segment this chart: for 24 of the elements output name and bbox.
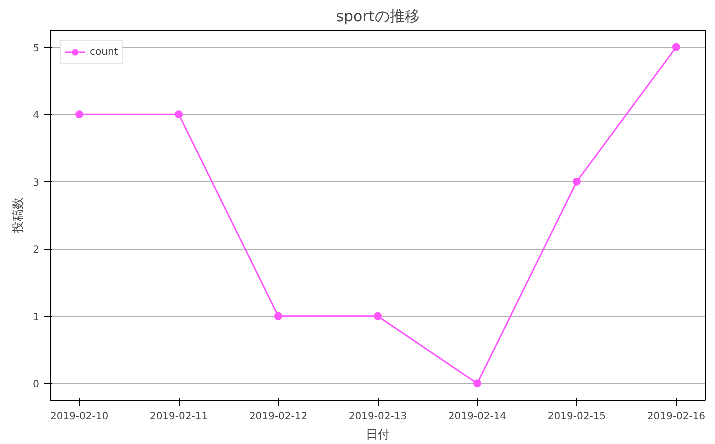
chart-title: sportの推移 [336,8,420,26]
y-axis-title: 投稿数 [11,198,26,234]
x-tick-label: 2019-02-14 [448,412,507,422]
point [274,312,283,320]
x-tick-label: 2019-02-13 [348,412,408,422]
x-axis-title: 日付 [366,428,390,442]
point [76,110,84,119]
x-tick-label: 2019-02-10 [50,412,109,422]
y-tick-label: 3 [33,178,40,189]
y-tick-label: 2 [33,245,40,256]
point [473,380,482,388]
x-tick-label: 2019-02-16 [647,412,706,422]
point [672,43,680,52]
y-tick-label: 4 [33,110,40,122]
y-tick-label: 0 [33,380,40,391]
y-tick-label: 1 [33,312,40,324]
point [572,178,581,186]
x-tick-label: 2019-02-15 [548,412,606,422]
legend-label: count [90,46,118,59]
point [374,312,382,320]
x-tick-label: 2019-02-11 [150,412,208,422]
point [175,110,184,119]
x-tick-label: 2019-02-12 [249,412,308,422]
y-tick-label: 5 [33,43,40,54]
